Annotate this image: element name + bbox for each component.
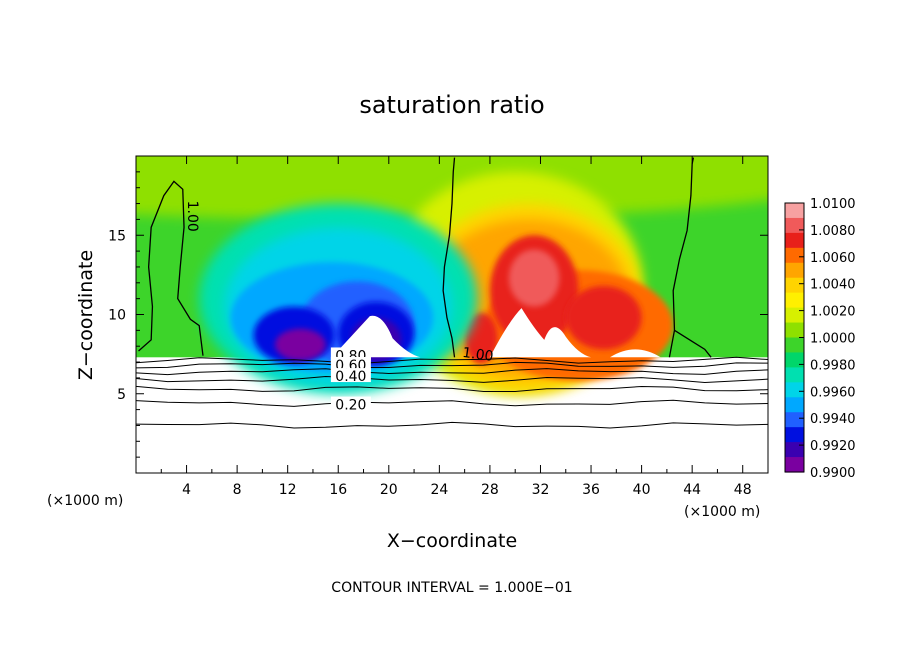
y-axis-label: Z−coordinate [75, 250, 97, 380]
contour-interval-note: CONTOUR INTERVAL = 1.000E−01 [331, 580, 572, 596]
contour-below-3 [135, 375, 769, 384]
contour-below-6 [135, 356, 769, 365]
contour-right-1.00b [674, 329, 712, 358]
y-axis-ticks: 5 10 15 [108, 171, 768, 458]
y-tick-label: 5 [117, 387, 126, 403]
contour-left-1.00 [138, 180, 204, 356]
saturation-field [136, 156, 768, 394]
colorbar-swatch [785, 247, 804, 264]
colorbar-swatch [785, 232, 804, 249]
colorbar-swatch [785, 217, 804, 234]
colorbar-swatch [785, 337, 804, 354]
contour-label-bg [330, 396, 371, 411]
contour-lines: 1.001.000.800.600.400.20 [135, 157, 769, 429]
colorbar: 1.0100 1.0080 1.0060 1.0040 1.0020 1.0000 0.99… [784, 197, 856, 481]
contour-below-5 [135, 361, 769, 369]
colorbar-label: 1.0000 [810, 332, 856, 347]
contour-label: 0.20 [335, 398, 366, 414]
colorbar-swatch [785, 203, 804, 219]
x-tick-label: 20 [380, 482, 398, 498]
x-axis-label: X−coordinate [387, 530, 517, 552]
x-units-left: (×1000 m) [47, 493, 123, 509]
x-tick-label: 28 [481, 482, 499, 498]
colorbar-swatch [785, 322, 804, 339]
colorbar-swatch [785, 397, 804, 413]
colorbar-swatch [785, 367, 804, 383]
contour-label: 1.00 [184, 201, 200, 232]
contour-label: 1.00 [461, 345, 494, 365]
y-tick-label: 15 [108, 228, 126, 244]
colorbar-label: 1.0040 [810, 278, 856, 293]
x-tick-label: 24 [430, 482, 448, 498]
colorbar-label: 0.9900 [810, 466, 856, 481]
colorbar-label: 0.9960 [810, 385, 856, 400]
x-tick-label: 44 [683, 482, 701, 498]
colorbar-label: 1.0020 [810, 305, 856, 320]
colorbar-label: 0.9980 [810, 358, 856, 373]
colorbar-swatch [785, 442, 804, 458]
colorbar-label: 1.0100 [810, 197, 856, 212]
x-tick-label: 4 [182, 482, 191, 498]
blob-dry-purple [275, 328, 326, 361]
chart-title: saturation ratio [359, 91, 544, 119]
contour-label-bg [330, 356, 371, 371]
x-tick-label: 32 [532, 482, 550, 498]
contour-below-0 [135, 421, 769, 429]
colorbar-label: 0.9940 [810, 412, 856, 427]
plume-right-white [610, 349, 661, 358]
x-tick-label: 48 [734, 482, 752, 498]
x-tick-label: 8 [233, 482, 242, 498]
colorbar-swatch [785, 262, 804, 279]
x-tick-label: 16 [329, 482, 347, 498]
blob-moist-red3 [464, 312, 498, 364]
x-tick-label: 36 [582, 482, 600, 498]
plume-dry-white [331, 315, 421, 358]
plume-moist-white [489, 308, 592, 358]
colorbar-swatch [785, 292, 804, 309]
x-units-right: (×1000 m) [684, 504, 760, 520]
colorbar-label: 1.0060 [810, 251, 856, 266]
x-tick-label: 12 [279, 482, 297, 498]
contour-below-4 [135, 368, 769, 376]
x-axis-ticks: 4 8 12 16 20 24 28 32 36 40 44 48 [160, 156, 752, 498]
contour-middle-1.00 [442, 157, 456, 358]
colorbar-swatch [785, 277, 804, 294]
colorbar-swatch [785, 352, 804, 368]
blob-moist-red2 [565, 285, 642, 350]
blob-moist-pink [508, 249, 560, 307]
contour-right-1.00a [668, 157, 695, 358]
contour-below-1 [135, 399, 769, 407]
colorbar-swatch [785, 412, 804, 428]
contour-label-bg [330, 368, 371, 383]
colorbar-swatch [785, 382, 804, 398]
colorbar-label: 1.0080 [810, 224, 856, 239]
y-tick-label: 10 [108, 308, 126, 324]
contour-label: 0.40 [335, 369, 366, 385]
colorbar-swatch [785, 457, 804, 473]
x-tick-label: 40 [633, 482, 651, 498]
colorbar-swatch [785, 307, 804, 324]
colorbar-label: 0.9920 [810, 439, 856, 454]
contour-below-2 [135, 385, 769, 393]
colorbar-swatch [785, 427, 804, 443]
